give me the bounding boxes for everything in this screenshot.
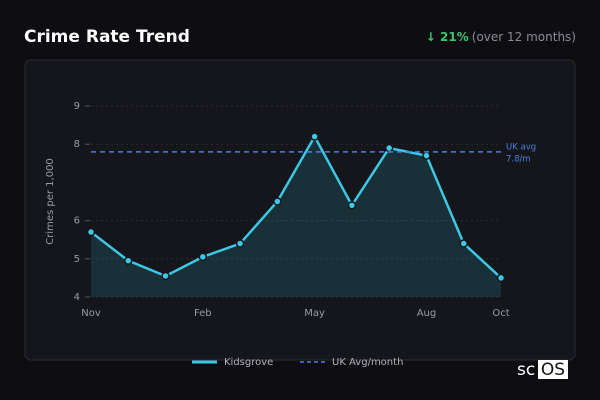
point <box>235 239 245 248</box>
y-axis-label: Crimes per 1,000 <box>45 158 56 245</box>
panel <box>24 59 576 361</box>
legend-label: Kidsgrove <box>224 357 273 368</box>
point <box>459 239 468 248</box>
line <box>90 133 502 279</box>
x-tick-label: Oct <box>492 308 509 319</box>
point <box>347 201 357 210</box>
point <box>124 256 133 265</box>
annotation: UK avg <box>506 142 536 152</box>
x-tick-label: Nov <box>81 308 101 319</box>
watermark-b: OS <box>541 360 565 380</box>
point <box>86 227 96 237</box>
change-value: ↓ 21% <box>426 30 469 44</box>
watermark-a: sc <box>517 360 535 380</box>
watermark-box <box>538 360 568 379</box>
point <box>384 143 394 153</box>
point <box>198 252 208 262</box>
y-tick-label: 4 <box>74 292 80 303</box>
change-note: (over 12 months) <box>472 30 576 44</box>
point <box>496 273 506 283</box>
x-tick-label: Feb <box>194 308 212 319</box>
annotation: 7.8/m <box>506 154 531 164</box>
area <box>91 136 501 297</box>
title: Crime Rate Trend <box>24 27 190 47</box>
point <box>273 197 282 206</box>
y-tick-label: 9 <box>74 101 80 112</box>
point <box>310 132 319 141</box>
x-tick-label: Aug <box>417 308 437 319</box>
y-tick-label: 8 <box>74 139 80 150</box>
x-tick-label: May <box>304 308 325 319</box>
point <box>161 271 170 281</box>
watermark: sc OS <box>517 360 568 380</box>
y-tick-label: 6 <box>74 216 80 227</box>
legend-label: UK Avg/month <box>332 357 403 368</box>
y-tick-label: 5 <box>74 254 80 265</box>
point <box>422 151 431 160</box>
change: ↓ 21% (over 12 months) <box>426 30 576 44</box>
